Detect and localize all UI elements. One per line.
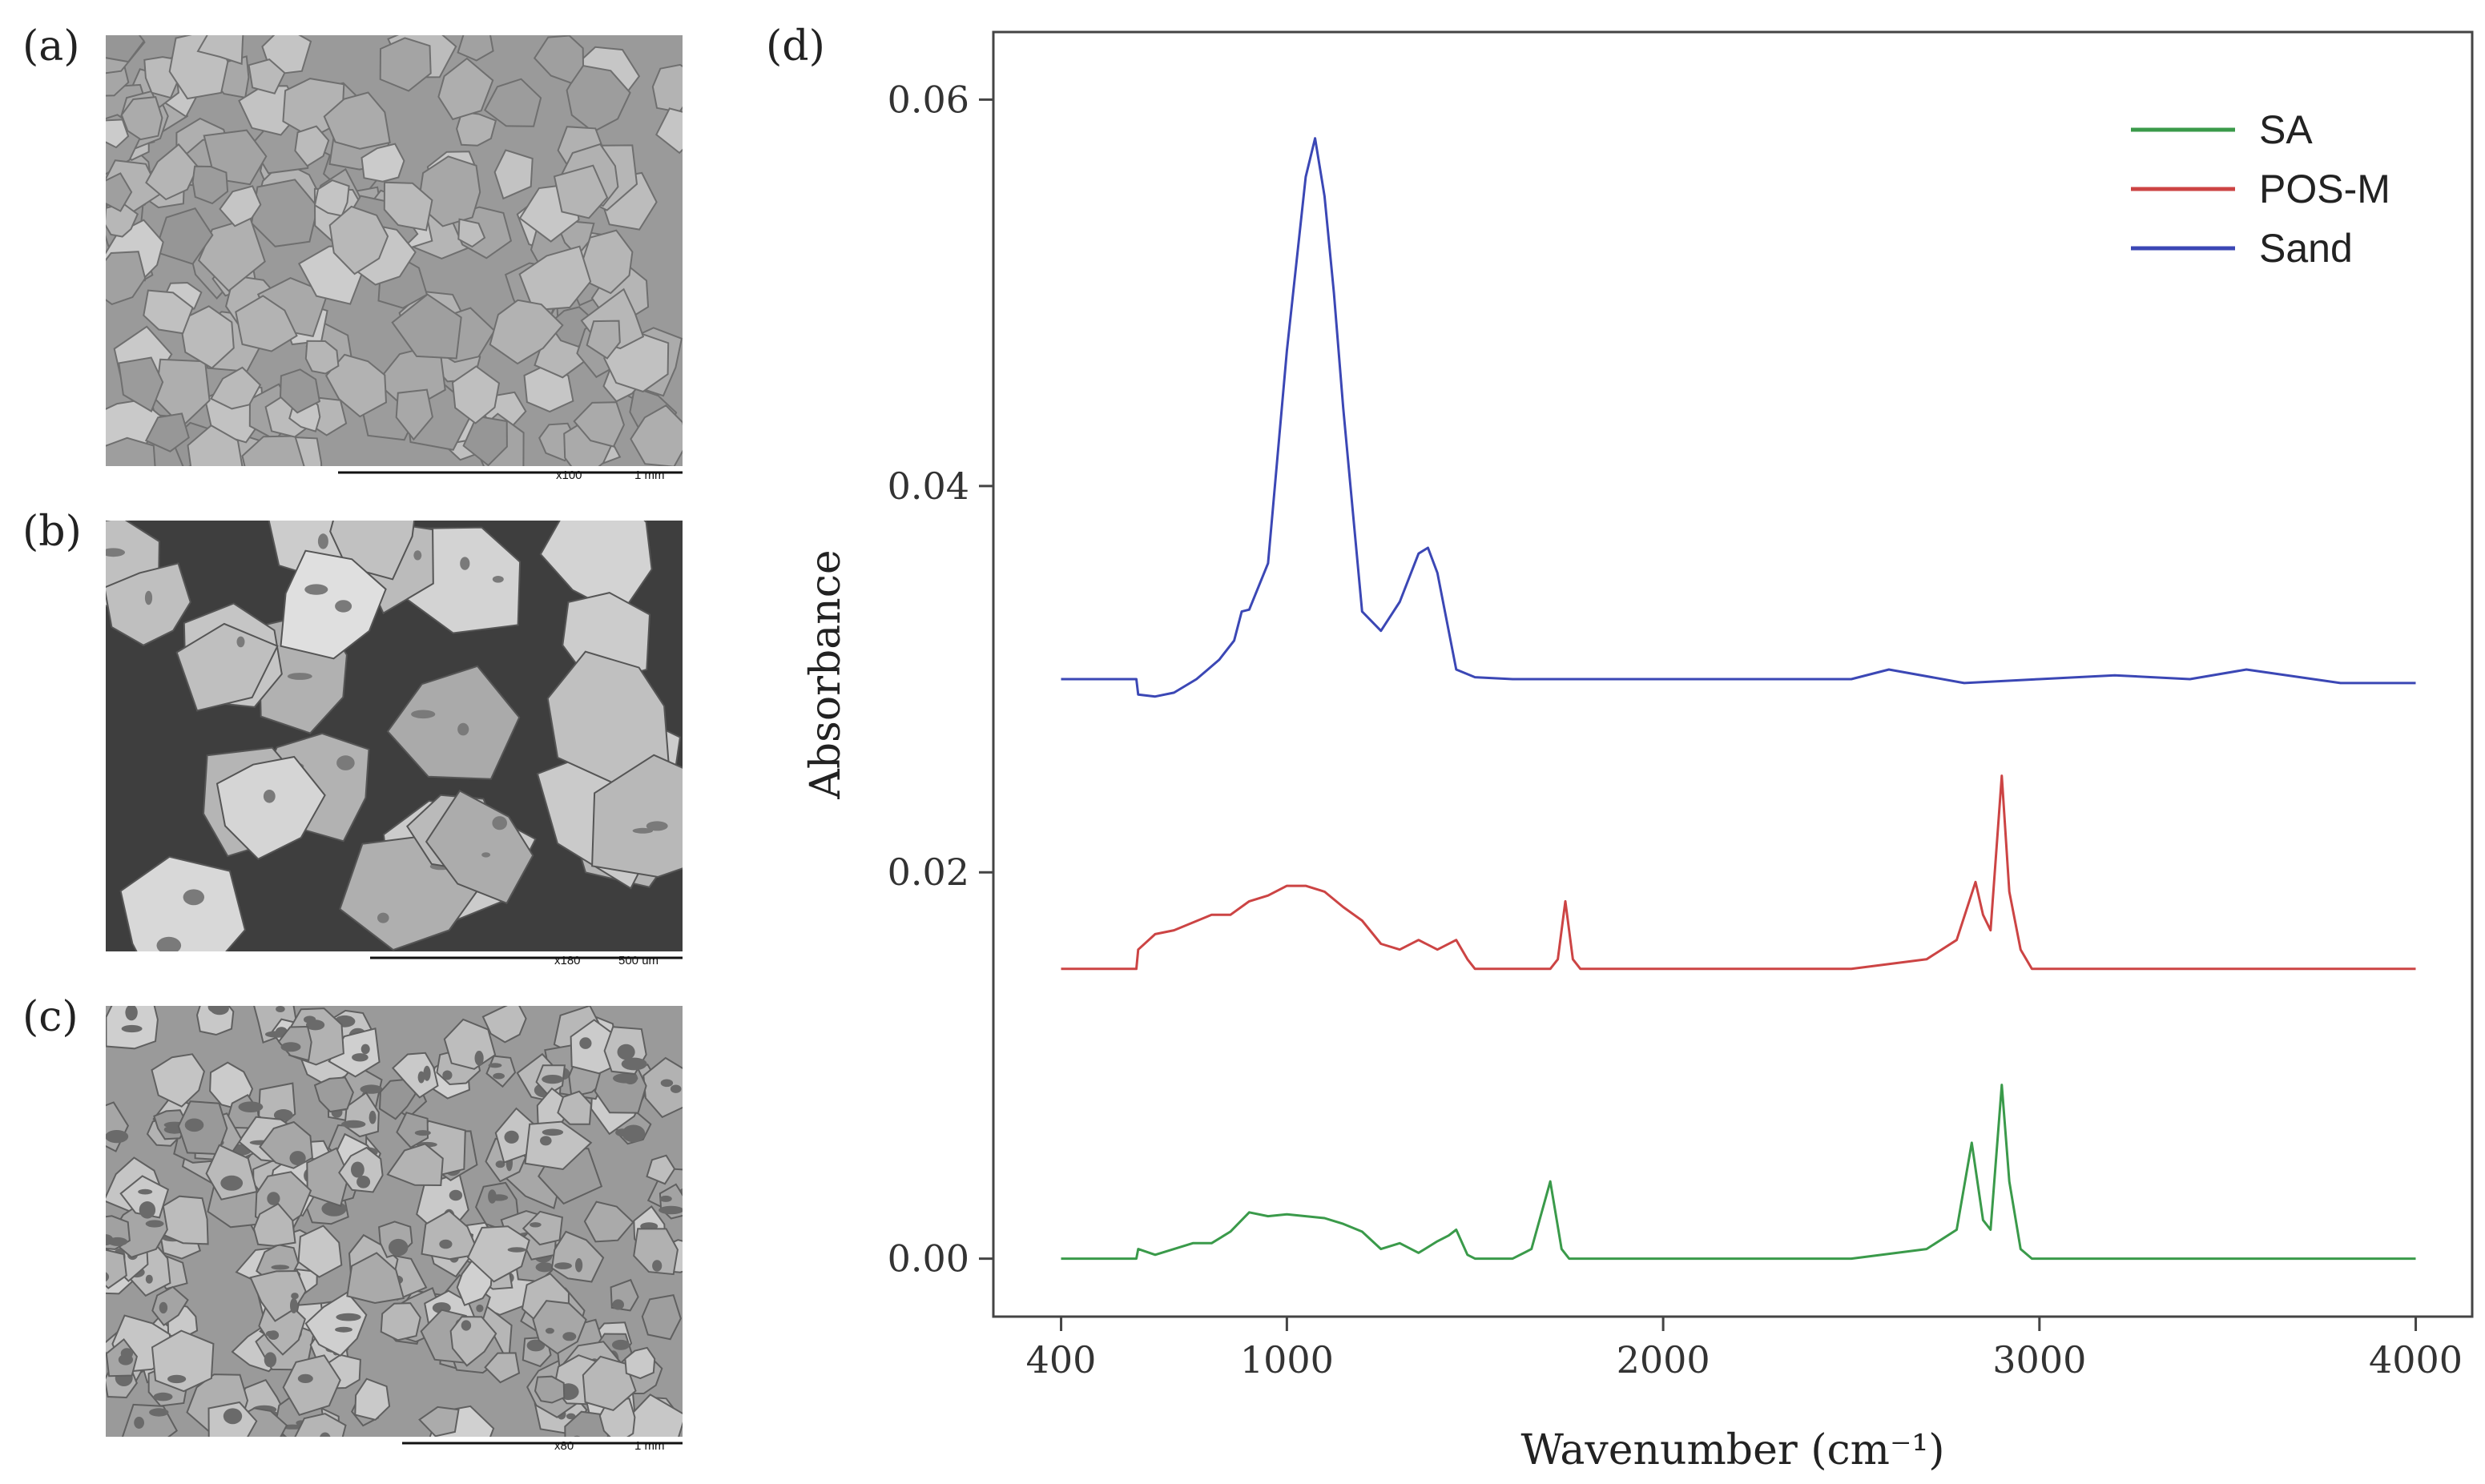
x-axis: 400 1000 2000 3000 4000 [1026, 1317, 2463, 1381]
y-axis: 0.00 0.02 0.04 0.06 [888, 78, 993, 1281]
sem-particles-a [106, 35, 683, 481]
scale-bar-len-c: 1 mm [634, 1439, 665, 1451]
x-tick-label: 1000 [1240, 1338, 1334, 1381]
series-group [1061, 137, 2416, 1261]
legend-label-sand: Sand [2259, 226, 2353, 271]
plot-frame [992, 30, 2474, 1318]
x-tick-label: 400 [1026, 1338, 1097, 1381]
x-tick-label: 2000 [1617, 1338, 1710, 1381]
series-line-sa [1061, 1084, 2416, 1261]
sem-image-b: x180 500 um [106, 521, 683, 966]
panel-label-a: (a) [22, 22, 80, 70]
y-tick-label: 0.04 [888, 465, 969, 508]
legend: SA POS-M Sand [2131, 107, 2390, 271]
y-axis-title: Absorbance [802, 549, 850, 799]
panel-label-d: (d) [766, 22, 825, 70]
panel-label-b: (b) [22, 508, 82, 556]
panel-label-c: (c) [22, 993, 79, 1041]
x-tick-label: 4000 [2369, 1338, 2463, 1381]
scale-bar-len-a: 1 mm [634, 469, 665, 481]
legend-label-sa: SA [2259, 107, 2313, 152]
x-tick-label: 3000 [1992, 1338, 2086, 1381]
y-tick-label: 0.00 [888, 1237, 969, 1281]
y-tick-label: 0.06 [888, 78, 969, 121]
scale-bar-len-b: 500 um [618, 954, 659, 966]
legend-label-pos-m: POS-M [2259, 167, 2390, 211]
series-line-sand [1061, 137, 2416, 698]
sem-image-a: x100 1 mm [106, 35, 683, 481]
scale-bar-mag-b: x180 [554, 954, 581, 966]
sem-particles-b [106, 521, 683, 966]
scale-bar-mag-a: x100 [556, 469, 582, 481]
sem-image-c: x80 1 mm [106, 1006, 683, 1451]
sem-particles-c [106, 1006, 683, 1451]
series-line-pos-m [1061, 774, 2416, 971]
y-tick-label: 0.02 [888, 851, 969, 894]
x-axis-title: Wavenumber (cm⁻¹) [1520, 1426, 1944, 1474]
scale-bar-mag-c: x80 [554, 1439, 574, 1451]
